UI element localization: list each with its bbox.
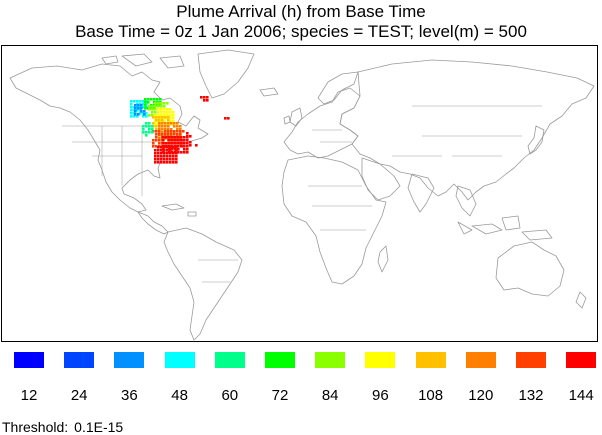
legend-label-132: 132	[518, 387, 544, 404]
southeast-asia-outline	[455, 185, 477, 217]
world-map	[1, 45, 598, 342]
threshold-label: Threshold:	[2, 419, 69, 435]
map-title: Plume Arrival (h) from Base Time	[176, 2, 426, 21]
legend-label-108: 108	[418, 387, 444, 404]
legend-swatch-72	[265, 352, 295, 368]
border-lines	[62, 105, 542, 283]
iceland-outline	[259, 87, 279, 97]
threshold-value: 0.1E-15	[74, 419, 124, 435]
legend-label-48: 48	[171, 387, 188, 404]
europe-outline	[283, 87, 361, 159]
threshold-line: Threshold: 0.1E-15	[2, 419, 129, 435]
south-america-outline	[163, 227, 243, 341]
arctic-islands-outline	[101, 53, 185, 69]
legend-swatch-144	[566, 352, 597, 368]
british-isles-outline	[283, 107, 303, 127]
africa-outline	[281, 155, 387, 285]
legend-swatch-120	[465, 352, 496, 368]
asia-outline	[339, 59, 595, 201]
world-map-drawing	[9, 49, 595, 341]
map-subtitle: Base Time = 0z 1 Jan 2006; species = TES…	[75, 22, 527, 41]
greenland-outline	[197, 49, 255, 99]
legend-label-72: 72	[271, 387, 289, 404]
arabia-outline	[361, 157, 401, 201]
legend-label-12: 12	[20, 387, 38, 404]
legend-swatch-84	[315, 352, 346, 368]
legend-label-60: 60	[221, 387, 239, 404]
legend-swatch-60	[214, 352, 245, 368]
legend-swatch-12	[14, 352, 44, 368]
legend-label-96: 96	[372, 387, 389, 404]
legend-swatch-108	[415, 352, 446, 368]
india-outline	[407, 173, 435, 213]
scandinavia-outline	[317, 71, 359, 105]
legend-label-120: 120	[468, 387, 494, 404]
legend-label-24: 24	[70, 387, 88, 404]
legend-label-36: 36	[121, 387, 138, 404]
legend-swatch-48	[164, 352, 195, 368]
central-america-outline	[137, 211, 169, 235]
legend-swatch-36	[114, 352, 145, 368]
australia-outline	[495, 241, 565, 297]
legend-swatch-96	[365, 352, 396, 368]
north-america-outline	[9, 63, 209, 213]
new-zealand-outline	[575, 291, 587, 309]
madagascar-outline	[377, 245, 389, 273]
legend-label-144: 144	[568, 387, 594, 404]
japan-outline	[527, 125, 545, 155]
plume-arrival-cells	[130, 96, 230, 164]
legend-swatch-24	[64, 352, 95, 368]
caribbean-outline	[161, 203, 197, 217]
legend-label-84: 84	[321, 387, 339, 404]
indonesia-outline	[457, 215, 553, 241]
legend-swatch-132	[516, 352, 546, 368]
